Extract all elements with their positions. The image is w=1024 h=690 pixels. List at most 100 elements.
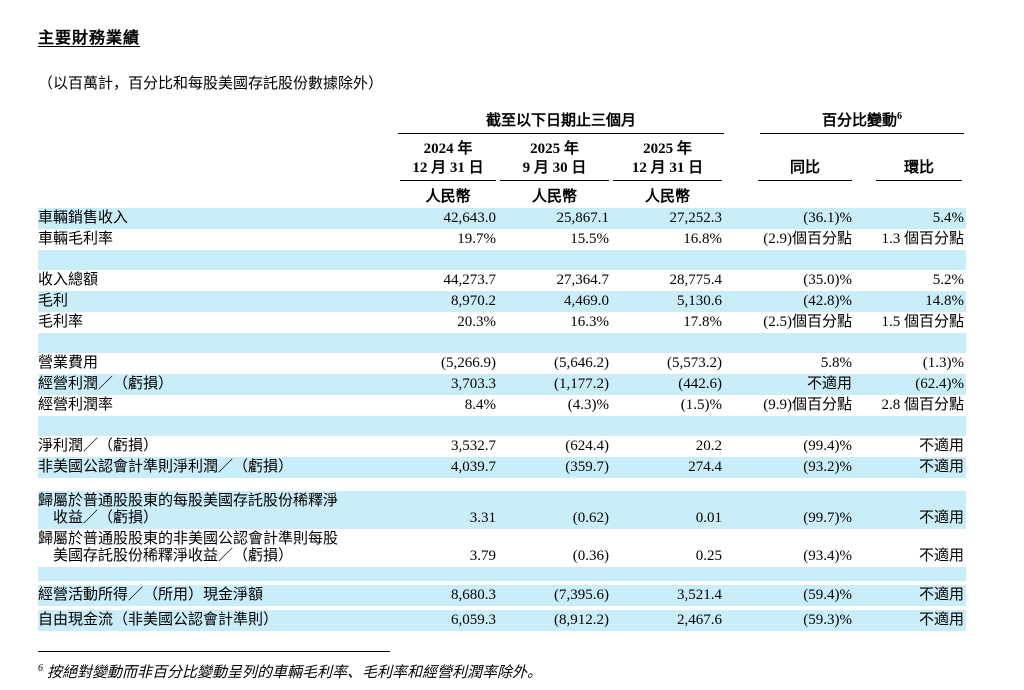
table-row-vehicle-margin: 車輛毛利率 19.7% 15.5% 16.8% (2.9)個百分點 1.3 個百… [38,229,966,250]
cell-value: (5,573.2) [667,355,722,371]
cell-value: (1.3)% [922,355,964,371]
cell-value: (1,177.2) [554,376,609,392]
group-header-spacer [38,109,398,134]
cell-value: 14.8% [925,293,964,309]
col2-date: 9 月 30 日 [522,160,587,176]
cell-value: 4,039.7 [451,459,496,475]
row-label: 自由現金流（非美國公認會計準則） [38,612,279,628]
row-label: 經營利潤率 [38,397,114,413]
cell-value: 3.79 [469,548,496,564]
cell-value: 8.4% [464,397,496,413]
cell-value: (5,266.9) [441,355,496,371]
cell-value: (59.3)% [803,612,852,628]
cell-value: (36.1)% [803,210,852,226]
cell-value: 0.01 [695,510,722,526]
cell-value: (2.5)個百分點 [763,314,852,330]
col3-date: 12 月 31 日 [631,160,704,176]
table-row-non-gaap-net-income: 非美國公認會計準則淨利潤／（虧損） 4,039.7 (359.7) 274.4 … [38,457,966,478]
footnote-divider [38,651,390,652]
cell-value: 5.4% [932,210,964,226]
table-row-vehicle-sales: 車輛銷售收入 42,643.0 25,867.1 27,252.3 (36.1)… [38,208,966,229]
row-label: 經營利潤／（虧損） [38,376,174,392]
table-row-operating-cash-flow: 經營活動所得／（所用）現金淨額 8,680.3 (7,395.6) 3,521.… [38,585,966,606]
group-change-footnote-ref: 6 [897,111,902,122]
cell-value: (5,646.2) [554,355,609,371]
cell-value: 16.3% [570,314,609,330]
cell-value: 3,521.4 [677,587,722,603]
cell-value: 4,469.0 [564,293,609,309]
cell-value: 1.5 個百分點 [881,314,964,330]
column-header-yoy: 同比 [724,159,854,181]
cell-value: 1.3 個百分點 [881,231,964,247]
cell-value: 44,273.7 [443,272,497,288]
page-title: 主要財務業績 [38,30,141,47]
footnote-number: 6 [38,663,43,674]
group-header-period: 截至以下日期止三個月 [398,109,724,134]
spacer-row [38,416,966,436]
col1-date: 12 月 31 日 [412,160,484,176]
column-header-2024-12-31: 2024 年 12 月 31 日 [398,140,498,181]
row-label: 毛利 [38,293,69,309]
cell-value: (442.6) [678,376,722,392]
row-label: 車輛毛利率 [38,231,114,247]
row-label: 非美國公認會計準則淨利潤／（虧損） [38,459,294,475]
cell-value: 2,467.6 [677,612,722,628]
column-header-2025-09-30: 2025 年 9 月 30 日 [498,140,611,181]
cell-value: 20.3% [457,314,496,330]
cell-value: (624.4) [565,438,609,454]
table-row-gross-profit: 毛利 8,970.2 4,469.0 5,130.6 (42.8)% 14.8% [38,291,966,312]
cell-value: 6,059.3 [451,612,496,628]
cell-value: (359.7) [565,459,609,475]
spacer-row [38,250,966,270]
cell-value: 不適用 [918,459,964,475]
col2-year: 2025 年 [530,141,579,157]
cell-value: 20.2 [695,438,722,454]
table-row-total-revenues: 收入總額 44,273.7 27,364.7 28,775.4 (35.0)% … [38,270,966,291]
group-header-change: 百分比變動6 [760,109,964,134]
spacer-row [38,478,966,491]
cell-value: 5.2% [932,272,964,288]
cell-value: (35.0)% [803,272,852,288]
row-label: 營業費用 [38,355,99,371]
table-row-non-gaap-diluted-eps-ads: 歸屬於普通股股東的非美國公認會計準則每股 美國存託股份稀釋淨收益／（虧損） 3.… [38,529,966,567]
cell-value: (1.5)% [680,397,722,413]
cell-value: 15.5% [570,231,609,247]
col1-year: 2024 年 [423,141,473,157]
table-row-operating-income: 經營利潤／（虧損） 3,703.3 (1,177.2) (442.6) 不適用 … [38,374,966,395]
col3-year: 2025 年 [643,141,692,157]
spacer-row [38,333,966,353]
currency-row: 人民幣 人民幣 人民幣 [38,181,966,208]
cell-value: 27,252.3 [669,210,723,226]
cell-value: (93.4)% [803,548,852,564]
cell-value: 16.8% [683,231,722,247]
cell-value: 不適用 [918,548,964,564]
cell-value: (42.8)% [803,293,852,309]
cell-value: 25,867.1 [556,210,610,226]
cell-value: 17.8% [683,314,722,330]
cell-value: (99.7)% [803,510,852,526]
spacer-row [38,567,966,581]
page-subtitle: （以百萬計，百分比和每股美國存託股份數據除外） [38,76,384,92]
footnote: 6 按絕對變動而非百分比變動呈列的車輛毛利率、毛利率和經營利潤率除外。 [38,661,1024,682]
currency-label-col2: 人民幣 [531,189,577,205]
cell-value: (62.4)% [915,376,964,392]
cell-value: 不適用 [918,587,964,603]
row-label: 淨利潤／（虧損） [38,438,159,454]
cell-value: 3,532.7 [451,438,496,454]
cell-value: 3,703.3 [451,376,496,392]
financial-table: 截至以下日期止三個月 百分比變動6 2024 年 12 月 31 日 2025 … [38,109,966,631]
footnote-text: 按絕對變動而非百分比變動呈列的車輛毛利率、毛利率和經營利潤率除外。 [47,665,543,681]
currency-label-col3: 人民幣 [644,189,690,205]
row-label: 歸屬於普通股股東的非美國公認會計準則每股 美國存託股份稀釋淨收益／（虧損） [38,531,339,564]
table-row-gross-margin: 毛利率 20.3% 16.3% 17.8% (2.5)個百分點 1.5 個百分點 [38,312,966,333]
currency-label-col1: 人民幣 [425,189,471,205]
column-header-qoq: 環比 [854,159,964,181]
cell-value: (9.9)個百分點 [763,397,852,413]
cell-value: 2.8 個百分點 [881,397,964,413]
cell-value: 27,364.7 [556,272,610,288]
row-label: 車輛銷售收入 [38,210,129,226]
cell-value: 不適用 [806,376,852,392]
cell-value: 8,680.3 [451,587,496,603]
table-group-header: 截至以下日期止三個月 百分比變動6 [38,109,966,134]
